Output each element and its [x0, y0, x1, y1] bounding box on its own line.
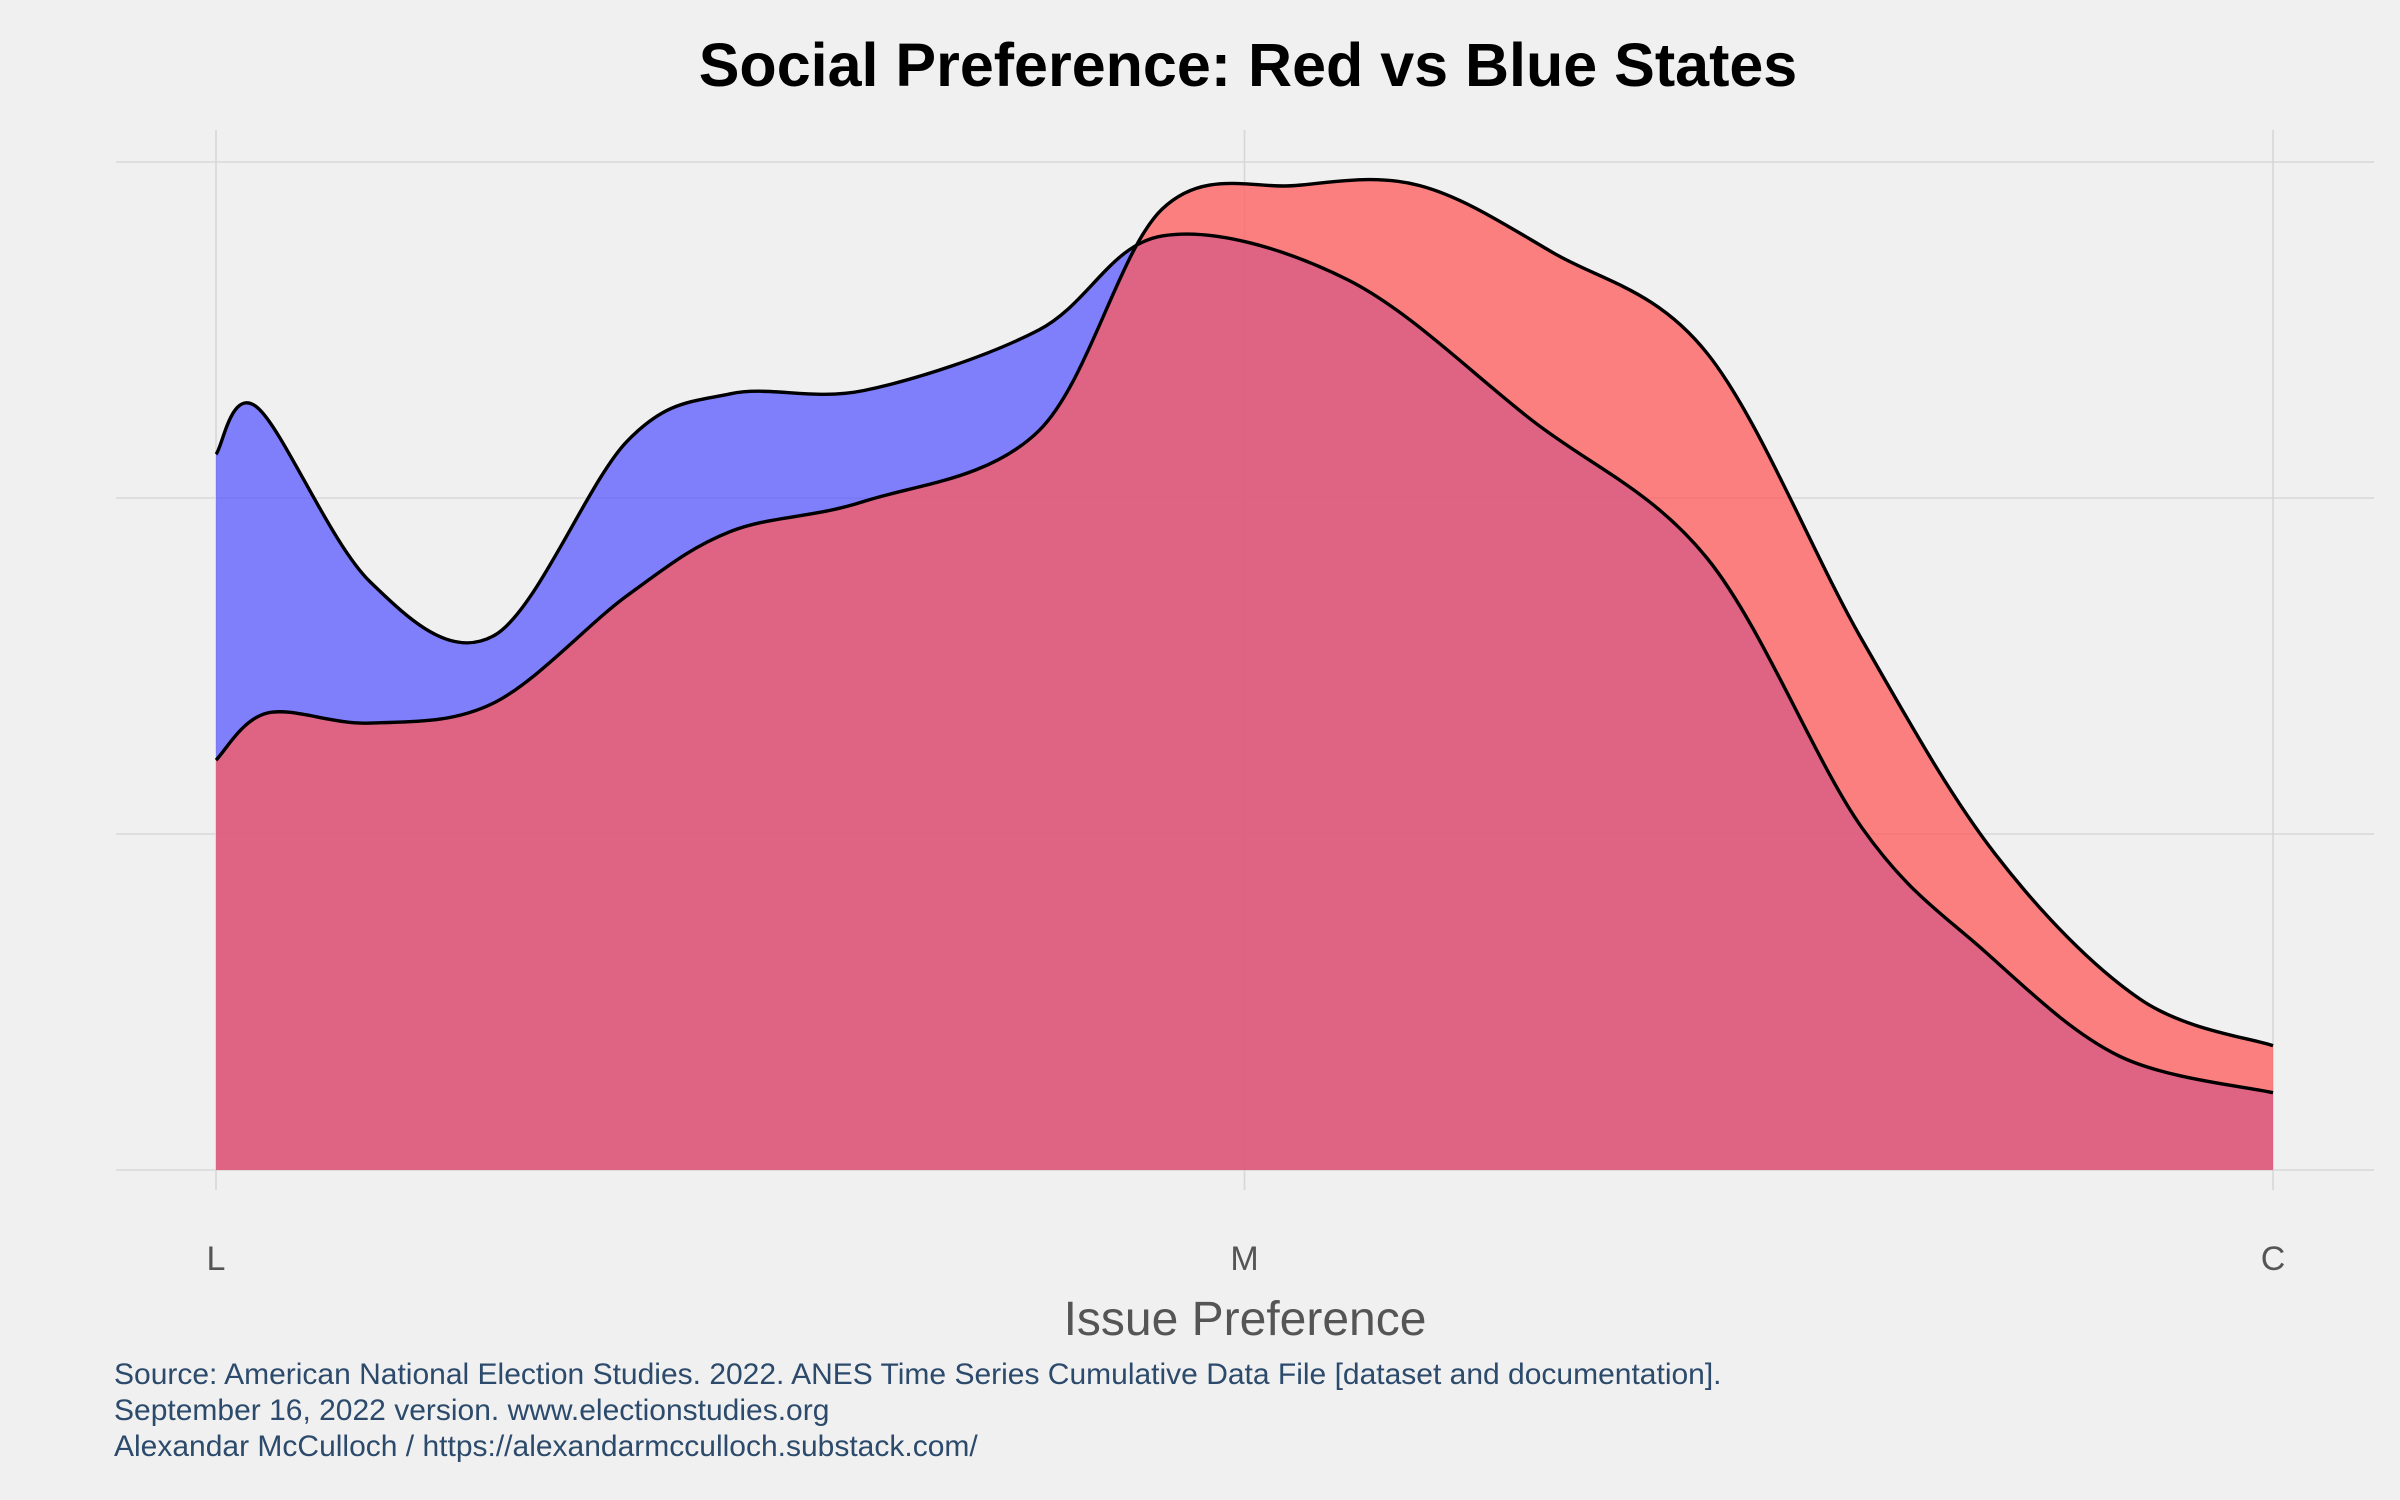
x-tick-label-l: L: [207, 1240, 226, 1278]
x-tick-label-c: C: [2261, 1240, 2286, 1278]
caption-line-source: Source: American National Election Studi…: [114, 1358, 1722, 1391]
x-tick-label-m: M: [1230, 1240, 1258, 1278]
area-layer: [214, 177, 2274, 1170]
chart-title: Social Preference: Red vs Blue States: [699, 31, 1797, 99]
density-outline-red-states: [214, 177, 2274, 1048]
density-area-red-states: [216, 179, 2273, 1170]
caption-line-author: Alexandar McCulloch / https://alexandarm…: [114, 1430, 978, 1463]
x-axis-title: Issue Preference: [1064, 1293, 1427, 1346]
density-outline-blue-states: [214, 232, 2274, 1095]
caption-line-version: September 16, 2022 version. www.election…: [114, 1394, 829, 1427]
